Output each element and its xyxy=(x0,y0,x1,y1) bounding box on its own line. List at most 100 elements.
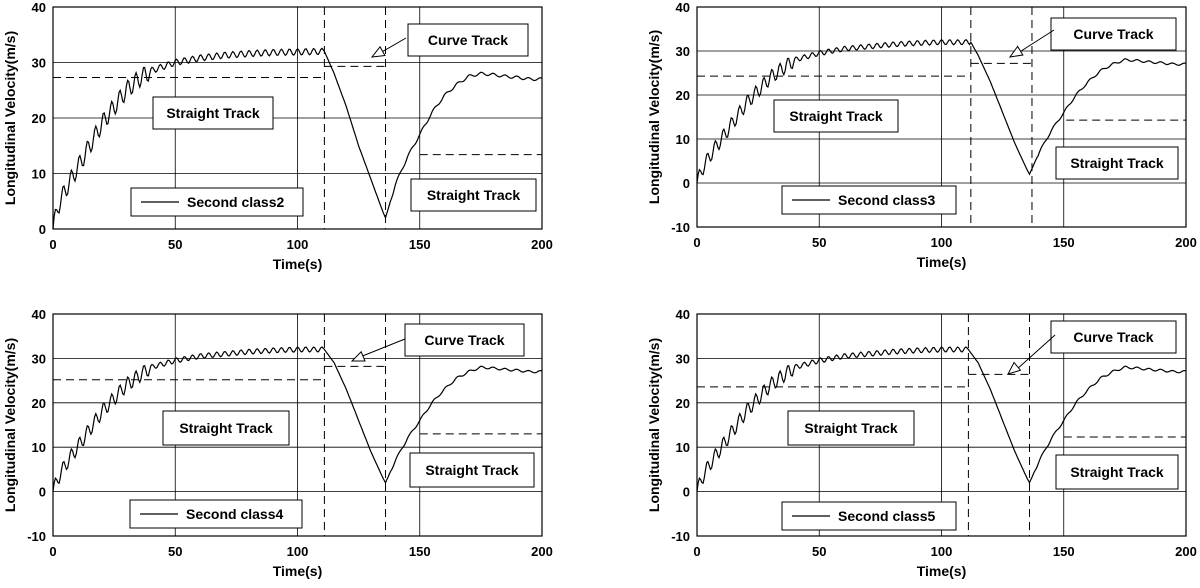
straight-track-2-label: Straight Track xyxy=(1070,464,1164,480)
y-axis-label: Longitudinal Velocity(m/s) xyxy=(646,338,662,512)
curve-arrow-head xyxy=(1008,45,1024,58)
x-tick-label: 0 xyxy=(49,544,56,559)
annotations: Curve Track Straight Track Straight Track xyxy=(162,323,535,488)
curve-arrow-head xyxy=(350,350,366,362)
straight-track-1-label: Straight Track xyxy=(789,108,883,124)
x-tick-label: 200 xyxy=(1175,235,1197,250)
x-tick-label: 150 xyxy=(1053,235,1075,250)
curve-track-box xyxy=(407,23,529,57)
y-tick-label: 10 xyxy=(32,167,46,182)
y-tick-label: 0 xyxy=(683,176,690,191)
x-tick-label: 150 xyxy=(1053,544,1075,559)
y-tick-label: 30 xyxy=(676,351,690,366)
y-tick-label: 20 xyxy=(32,111,46,126)
curve-track-label: Curve Track xyxy=(428,32,508,48)
x-tick-label: 50 xyxy=(812,544,826,559)
y-tick-label: 40 xyxy=(32,307,46,322)
y-tick-label: -10 xyxy=(671,220,690,235)
straight-track-1-box xyxy=(787,410,915,446)
curve-track-label: Curve Track xyxy=(424,332,504,348)
x-tick-label: 50 xyxy=(812,235,826,250)
track-segment-lines xyxy=(53,7,542,229)
series-line xyxy=(696,346,1187,492)
legend: Second class5 xyxy=(781,501,957,531)
y-axis-label: Longitudinal Velocity(m/s) xyxy=(2,338,18,512)
straight-track-2-box xyxy=(409,452,535,488)
x-tick-label: 100 xyxy=(931,544,953,559)
curve-arrow-head xyxy=(370,45,386,58)
curve-arrow-shaft xyxy=(1015,334,1056,371)
legend-label: Second class4 xyxy=(186,506,283,522)
y-tick-label: 30 xyxy=(32,351,46,366)
legend: Second class4 xyxy=(129,499,303,529)
annotations: Curve Track Straight Track Straight Track xyxy=(787,320,1179,490)
curve-track-label: Curve Track xyxy=(1073,26,1153,42)
legend: Second class3 xyxy=(781,185,957,215)
y-axis-label: Longitudinal Velocity(m/s) xyxy=(646,30,662,204)
track-segment-lines xyxy=(697,314,1186,536)
y-tick-label: 40 xyxy=(676,307,690,322)
straight-track-2-label: Straight Track xyxy=(1070,155,1164,171)
curve-track-box xyxy=(1050,17,1177,51)
y-tick-label: 20 xyxy=(32,396,46,411)
curve-arrow-shaft xyxy=(359,338,406,358)
y-tick-label: 30 xyxy=(676,44,690,59)
x-tick-label: 100 xyxy=(287,237,309,252)
x-axis-label: Time(s) xyxy=(917,254,967,270)
y-tick-label: 20 xyxy=(676,88,690,103)
y-tick-label: 0 xyxy=(39,485,46,500)
x-tick-label: 200 xyxy=(531,544,553,559)
y-tick-label: -10 xyxy=(27,529,46,544)
annotations: Curve Track Straight Track Straight Track xyxy=(152,23,537,212)
x-tick-label: 0 xyxy=(693,544,700,559)
annotations: Curve Track Straight Track Straight Track xyxy=(773,17,1179,180)
y-tick-label: 10 xyxy=(676,440,690,455)
series-line xyxy=(52,346,543,492)
tick-labels: 0 50 100 150 200 0 10 20 30 40 xyxy=(32,0,553,252)
straight-track-2-box xyxy=(1055,146,1179,180)
y-tick-label: 30 xyxy=(32,56,46,71)
x-tick-label: 50 xyxy=(168,237,182,252)
y-tick-label: 10 xyxy=(676,132,690,147)
curve-arrow-shaft xyxy=(379,37,407,54)
legend: Second class2 xyxy=(130,187,304,217)
axes-frame xyxy=(52,313,543,537)
straight-track-1-box xyxy=(773,99,899,133)
x-axis-label: Time(s) xyxy=(273,256,323,272)
straight-track-2-label: Straight Track xyxy=(425,462,519,478)
x-tick-label: 200 xyxy=(1175,544,1197,559)
straight-track-1-box xyxy=(162,410,290,446)
curve-track-box xyxy=(1050,320,1177,354)
straight-track-1-box xyxy=(152,96,274,130)
track-segment-lines xyxy=(53,314,542,536)
y-tick-label: 0 xyxy=(39,222,46,237)
axes-frame xyxy=(696,313,1187,537)
x-tick-label: 150 xyxy=(409,237,431,252)
curve-track-box xyxy=(404,323,525,357)
legend-label: Second class3 xyxy=(838,192,935,208)
series-line xyxy=(696,38,1187,184)
x-tick-label: 100 xyxy=(287,544,309,559)
series-line xyxy=(52,47,543,230)
subplot-2: 0 50 100 150 200-10010203040Time(s)Longitudi… xyxy=(646,0,1197,270)
axes-frame xyxy=(52,6,543,230)
x-tick-label: 0 xyxy=(49,237,56,252)
curve-track-label: Curve Track xyxy=(1073,329,1153,345)
track-segment-lines xyxy=(697,7,1186,227)
axes-frame xyxy=(696,6,1187,228)
curve-arrow-shaft xyxy=(1017,29,1055,54)
y-tick-label: 40 xyxy=(676,0,690,15)
y-axis-label: Longitudinal Velocity(m/s) xyxy=(2,31,18,205)
y-tick-label: 20 xyxy=(676,396,690,411)
straight-track-2-box xyxy=(410,178,537,212)
y-tick-label: 10 xyxy=(32,440,46,455)
legend-label: Second class2 xyxy=(187,194,284,210)
y-tick-label: 40 xyxy=(32,0,46,15)
x-tick-label: 150 xyxy=(409,544,431,559)
subplot-4: 0 50 100 150 200-10010203040Time(s)Longitudi… xyxy=(646,307,1197,579)
y-tick-label: -10 xyxy=(671,529,690,544)
subplot-1: 0 50 100 150 200 0 10 20 30 40 Time(s) Longitudinal… xyxy=(2,0,553,272)
x-tick-label: 50 xyxy=(168,544,182,559)
